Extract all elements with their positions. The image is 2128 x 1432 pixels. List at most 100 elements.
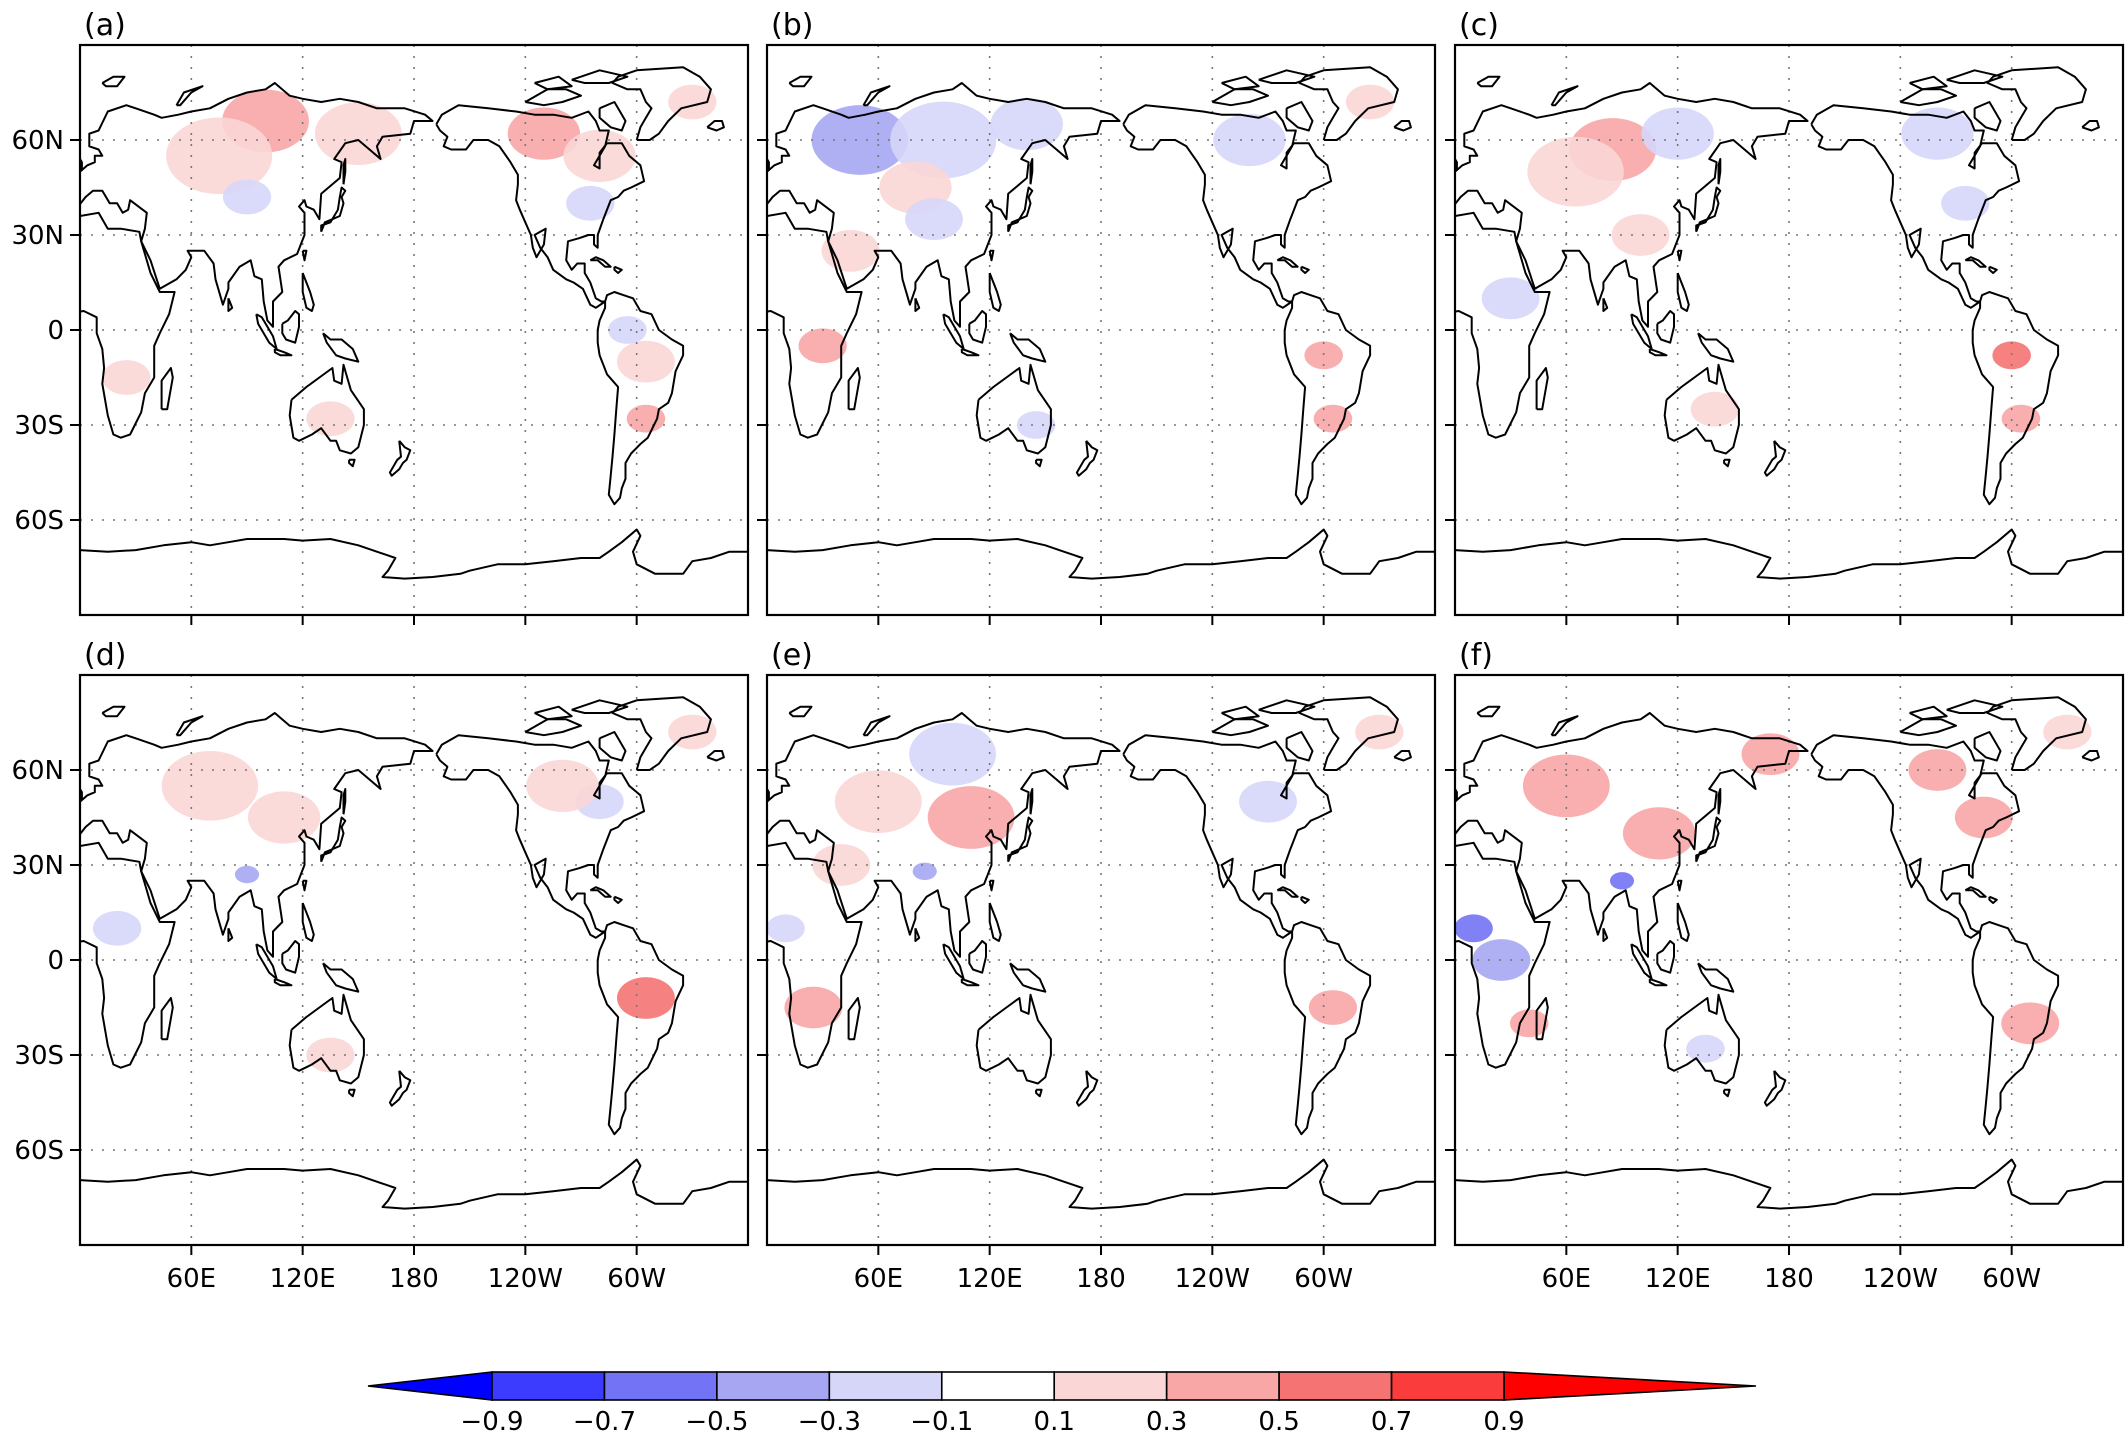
- lat-tick-label: 30N: [11, 851, 64, 881]
- coastline: [1276, 256, 1299, 268]
- coastline: [1298, 696, 1399, 771]
- coastline: [1648, 348, 1668, 357]
- coastline: [1717, 158, 1722, 185]
- coastline: [281, 310, 300, 344]
- coastline: [968, 310, 987, 344]
- coastline: [596, 921, 685, 1136]
- coastline: [524, 88, 582, 107]
- coastline: [1535, 997, 1549, 1041]
- coastline: [1697, 332, 1735, 363]
- coastline: [1258, 69, 1316, 84]
- coastline: [706, 750, 725, 762]
- lon-tick-label: 60E: [1542, 1264, 1592, 1294]
- coastline: [1697, 962, 1735, 993]
- coastline: [788, 75, 813, 88]
- anomaly-patch: [234, 865, 260, 884]
- anomaly-patch: [767, 914, 805, 943]
- anomaly-patch: [526, 759, 599, 812]
- coastline: [975, 363, 1052, 455]
- anomaly-patch: [1016, 411, 1056, 439]
- coastline: [914, 927, 921, 942]
- anomaly-patch: [912, 862, 937, 881]
- lon-tick-label: 60W: [1294, 1264, 1353, 1294]
- lon-tick-label: 60E: [167, 1264, 217, 1294]
- anomaly-patch: [1609, 872, 1635, 890]
- coastline: [988, 902, 1002, 942]
- colorbar-bin: [716, 1371, 831, 1401]
- colorbar: −0.9 −0.7 −0.5 −0.3 −0.1 0.1 0.3 0.5 0.7 0.9: [367, 1371, 1757, 1432]
- anomaly-patch: [1690, 391, 1739, 427]
- coastline: [1035, 1088, 1043, 1098]
- lat-tick-label: 30S: [14, 411, 64, 441]
- anomaly-patch: [798, 328, 847, 364]
- lat-tick-label: 30S: [14, 1041, 64, 1071]
- colorbar-label: 0.3: [1146, 1407, 1187, 1432]
- colorbar-label: −0.5: [685, 1407, 748, 1432]
- panel-label: (c): [1459, 8, 1499, 43]
- coastline: [1946, 699, 2004, 714]
- coastline: [1763, 1070, 1787, 1107]
- coastline: [160, 367, 174, 411]
- anomaly-patch: [905, 198, 963, 241]
- coastline: [288, 993, 365, 1085]
- coastline: [1946, 69, 2004, 84]
- coastline: [847, 367, 861, 411]
- coastline: [1393, 120, 1412, 132]
- anomaly-patch: [1313, 404, 1353, 433]
- coastline: [1676, 879, 1683, 892]
- anomaly-patch: [608, 316, 647, 344]
- lat-tick-label: 60N: [11, 756, 64, 786]
- anomaly-patch: [1901, 107, 1974, 160]
- coastline: [1988, 265, 1998, 274]
- anomaly-patch: [1941, 185, 1990, 221]
- map-panel-c: (c): [1445, 8, 2125, 625]
- coastline: [1221, 705, 1260, 721]
- coastline: [1723, 458, 1731, 468]
- coastline: [320, 816, 347, 863]
- coastline: [80, 1158, 748, 1210]
- coastline: [534, 705, 573, 721]
- coastline: [101, 705, 126, 718]
- coastline: [1476, 75, 1501, 88]
- coastline: [301, 902, 315, 942]
- anomaly-patch: [247, 791, 321, 844]
- coastline: [1695, 186, 1722, 233]
- coastline: [1695, 816, 1722, 863]
- anomaly-patch: [2001, 1002, 2060, 1045]
- colorbar-label: −0.3: [798, 1407, 861, 1432]
- lon-tick-label: 120E: [270, 1264, 336, 1294]
- coastline: [1964, 886, 1987, 898]
- map-panel-f: (f) 60E 120E 180 120W 60W: [1445, 638, 2125, 1294]
- coastline: [1763, 440, 1787, 477]
- anomaly-patch: [1908, 749, 1967, 791]
- coastline: [227, 927, 234, 942]
- coastline: [1455, 712, 1809, 958]
- anomaly-patch: [102, 360, 151, 395]
- coastline: [1810, 734, 2021, 939]
- coastline: [788, 705, 813, 718]
- coastline: [1676, 272, 1690, 312]
- coastline: [988, 249, 995, 262]
- anomaly-patch: [626, 404, 666, 433]
- coastline: [320, 186, 347, 233]
- lat-tick-label: 60S: [14, 506, 64, 536]
- coastline: [80, 82, 434, 328]
- colorbar-bin: [1390, 1371, 1505, 1401]
- coastline: [348, 458, 356, 468]
- coastline: [1971, 291, 2060, 506]
- anomaly-patch: [1611, 214, 1670, 256]
- lon-tick-label: 120E: [1645, 1264, 1711, 1294]
- anomaly-patch: [306, 401, 355, 437]
- coastline: [862, 85, 891, 107]
- coastline: [435, 734, 646, 939]
- coastline: [960, 348, 980, 357]
- anomaly-patch: [1686, 1034, 1725, 1063]
- coastline: [388, 440, 412, 477]
- coastline: [301, 272, 315, 312]
- coastline: [348, 1088, 356, 1098]
- coastline: [524, 718, 582, 737]
- coastline: [1723, 1088, 1731, 1098]
- coastline: [988, 272, 1002, 312]
- coastline: [968, 940, 987, 974]
